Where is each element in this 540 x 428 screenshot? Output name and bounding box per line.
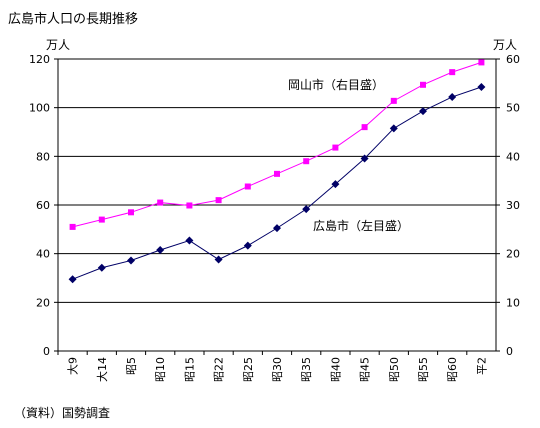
data-point bbox=[390, 97, 397, 104]
data-point bbox=[244, 183, 251, 190]
data-point bbox=[156, 246, 165, 255]
x-tick-label: 昭50 bbox=[388, 357, 401, 382]
data-point bbox=[360, 154, 369, 163]
left-tick-label: 20 bbox=[36, 296, 50, 309]
chart-title: 広島市人口の長期推移 bbox=[8, 12, 139, 27]
x-tick-label: 昭60 bbox=[446, 357, 459, 382]
x-tick-label: 大9 bbox=[66, 357, 80, 375]
source-note: （資料）国勢調査 bbox=[14, 406, 111, 420]
right-tick-label: 50 bbox=[506, 102, 520, 115]
data-point bbox=[68, 275, 77, 284]
data-point bbox=[243, 241, 252, 250]
x-tick-label: 昭5 bbox=[125, 357, 138, 375]
x-tick-label: 大14 bbox=[95, 357, 109, 382]
data-point bbox=[127, 256, 135, 265]
data-point bbox=[332, 144, 339, 151]
data-point bbox=[303, 158, 310, 165]
data-point bbox=[478, 59, 485, 66]
series-label-hiroshima: 広島市（左目盛） bbox=[313, 218, 409, 233]
right-tick-label: 0 bbox=[506, 345, 513, 358]
x-tick-label: 昭35 bbox=[300, 357, 313, 382]
x-tick-label: 平2 bbox=[475, 357, 488, 375]
left-axis-unit: 万人 bbox=[46, 38, 71, 52]
data-point bbox=[331, 180, 340, 189]
data-point bbox=[157, 199, 164, 206]
right-tick-label: 60 bbox=[506, 53, 520, 66]
gridlines bbox=[57, 58, 497, 352]
left-tick-label: 60 bbox=[36, 199, 50, 212]
data-point bbox=[449, 69, 456, 76]
data-point bbox=[214, 255, 223, 264]
x-axis-ticks: 大9 大14 昭5 昭10 昭15 昭22 昭25 昭30 昭35 昭40 昭45 昭50 昭55 昭60… bbox=[57, 351, 488, 382]
x-tick-label: 昭22 bbox=[213, 357, 226, 382]
left-axis-ticks: 0 20 40 60 80 100 120 bbox=[29, 53, 58, 358]
data-point bbox=[477, 82, 486, 91]
data-point bbox=[128, 209, 134, 216]
left-tick-label: 100 bbox=[29, 102, 50, 115]
data-point bbox=[185, 236, 194, 245]
right-tick-label: 40 bbox=[506, 150, 520, 163]
right-axis-unit: 万人 bbox=[493, 38, 518, 52]
left-tick-label: 80 bbox=[36, 150, 50, 163]
data-point bbox=[186, 202, 193, 209]
data-point bbox=[215, 197, 222, 204]
data-point bbox=[69, 223, 76, 230]
left-tick-label: 120 bbox=[29, 53, 50, 66]
right-tick-label: 30 bbox=[506, 199, 520, 212]
series-label-okayama: 岡山市（右目盛） bbox=[288, 77, 384, 92]
x-tick-label: 昭15 bbox=[183, 357, 196, 382]
x-tick-label: 昭30 bbox=[271, 357, 284, 382]
left-tick-label: 0 bbox=[43, 345, 50, 358]
data-point bbox=[97, 263, 106, 272]
series-line-hiroshima bbox=[72, 86, 482, 280]
data-point bbox=[448, 92, 457, 101]
left-tick-label: 40 bbox=[36, 248, 50, 261]
data-point bbox=[419, 107, 427, 116]
data-point bbox=[389, 124, 398, 133]
data-point bbox=[274, 170, 280, 177]
right-tick-label: 10 bbox=[506, 296, 520, 309]
data-point bbox=[98, 216, 105, 223]
x-tick-label: 昭45 bbox=[359, 357, 372, 382]
data-point bbox=[302, 205, 311, 214]
data-point bbox=[361, 124, 368, 131]
data-point bbox=[273, 224, 281, 233]
x-tick-label: 昭55 bbox=[417, 357, 430, 382]
x-tick-label: 昭40 bbox=[329, 357, 342, 382]
x-tick-label: 昭10 bbox=[154, 357, 167, 382]
right-tick-label: 20 bbox=[506, 248, 520, 261]
x-tick-label: 昭25 bbox=[242, 357, 255, 382]
right-axis-ticks: 0 10 20 30 40 50 60 bbox=[496, 53, 520, 358]
series-group bbox=[68, 59, 486, 284]
data-point bbox=[420, 81, 426, 88]
